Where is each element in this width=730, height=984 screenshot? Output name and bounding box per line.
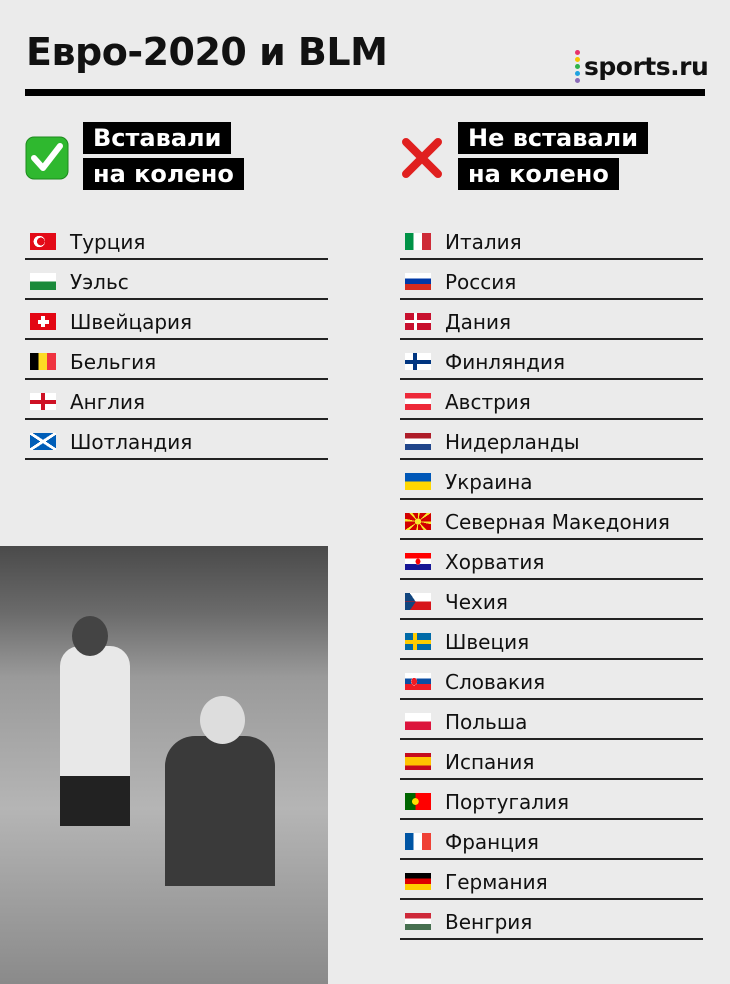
- flag-england-icon: [30, 393, 56, 410]
- flag-netherlands-icon: [405, 433, 431, 450]
- country-item: Словакия: [400, 665, 703, 700]
- country-item: Хорватия: [400, 545, 703, 580]
- not-knelt-title-line1: Не вставали: [458, 122, 649, 154]
- not-knelt-country-list: Италия Россия Дания Финляндия Австрия Нидерла…: [400, 225, 703, 945]
- logo-dots: [575, 50, 580, 83]
- country-name: Россия: [445, 269, 517, 294]
- country-item: Швеция: [400, 625, 703, 660]
- country-item: Германия: [400, 865, 703, 900]
- logo-text: sports.ru: [584, 52, 709, 81]
- flag-wales-icon: [30, 273, 56, 290]
- page-title: Евро-2020 и BLM: [26, 30, 388, 74]
- country-name: Австрия: [445, 389, 531, 414]
- flag-croatia-icon: [405, 553, 431, 570]
- country-name: Уэльс: [70, 269, 129, 294]
- logo-dot: [575, 71, 580, 76]
- flag-hungary-icon: [405, 913, 431, 930]
- country-name: Словакия: [445, 669, 546, 694]
- country-name: Венгрия: [445, 909, 533, 934]
- country-name: Украина: [445, 469, 533, 494]
- country-name: Шотландия: [70, 429, 193, 454]
- country-name: Германия: [445, 869, 548, 894]
- country-item: Португалия: [400, 785, 703, 820]
- check-mark-icon: [25, 136, 69, 180]
- divider: [25, 89, 705, 96]
- flag-spain-icon: [405, 753, 431, 770]
- country-name: Италия: [445, 229, 522, 254]
- country-name: Чехия: [445, 589, 508, 614]
- country-item: Россия: [400, 265, 703, 300]
- flag-czechia-icon: [405, 593, 431, 610]
- country-item: Бельгия: [25, 345, 328, 380]
- flag-slovakia-icon: [405, 673, 431, 690]
- country-item: Нидерланды: [400, 425, 703, 460]
- country-item: Шотландия: [25, 425, 328, 460]
- knelt-country-list: Турция Уэльс Швейцария Бельгия Англия Шотланд…: [25, 225, 328, 465]
- country-item: Финляндия: [400, 345, 703, 380]
- country-name: Хорватия: [445, 549, 545, 574]
- country-name: Северная Македония: [445, 509, 670, 534]
- country-name: Португалия: [445, 789, 570, 814]
- country-name: Бельгия: [70, 349, 157, 374]
- knelt-title-line2: на колено: [83, 158, 244, 190]
- country-item: Италия: [400, 225, 703, 260]
- country-name: Франция: [445, 829, 539, 854]
- country-item: Турция: [25, 225, 328, 260]
- flag-north-macedonia-icon: [405, 513, 431, 530]
- country-name: Испания: [445, 749, 535, 774]
- flag-switzerland-icon: [30, 313, 56, 330]
- flag-france-icon: [405, 833, 431, 850]
- country-item: Швейцария: [25, 305, 328, 340]
- flag-germany-icon: [405, 873, 431, 890]
- flag-turkey-icon: [30, 233, 56, 250]
- country-item: Уэльс: [25, 265, 328, 300]
- country-name: Финляндия: [445, 349, 566, 374]
- sports-ru-logo: sports.ru: [575, 50, 709, 83]
- not-knelt-title-line2: на колено: [458, 158, 619, 190]
- country-item: Испания: [400, 745, 703, 780]
- flag-finland-icon: [405, 353, 431, 370]
- country-item: Украина: [400, 465, 703, 500]
- flag-italy-icon: [405, 233, 431, 250]
- country-item: Венгрия: [400, 905, 703, 940]
- logo-dot: [575, 64, 580, 69]
- flag-austria-icon: [405, 393, 431, 410]
- country-name: Нидерланды: [445, 429, 580, 454]
- country-name: Дания: [445, 309, 511, 334]
- cross-mark-icon: [402, 138, 442, 178]
- country-name: Швеция: [445, 629, 530, 654]
- flag-russia-icon: [405, 273, 431, 290]
- logo-dot: [575, 57, 580, 62]
- country-name: Англия: [70, 389, 146, 414]
- country-name: Турция: [70, 229, 146, 254]
- flag-ukraine-icon: [405, 473, 431, 490]
- flag-scotland-icon: [30, 433, 56, 450]
- logo-dot: [575, 78, 580, 83]
- country-item: Англия: [25, 385, 328, 420]
- country-item: Франция: [400, 825, 703, 860]
- logo-dot: [575, 50, 580, 55]
- country-item: Польша: [400, 705, 703, 740]
- flag-sweden-icon: [405, 633, 431, 650]
- country-item: Северная Македония: [400, 505, 703, 540]
- flag-portugal-icon: [405, 793, 431, 810]
- knelt-title-line1: Вставали: [83, 122, 232, 154]
- flag-belgium-icon: [30, 353, 56, 370]
- photo-players-kneeling: [0, 546, 328, 984]
- country-name: Польша: [445, 709, 528, 734]
- flag-poland-icon: [405, 713, 431, 730]
- country-name: Швейцария: [70, 309, 193, 334]
- country-item: Австрия: [400, 385, 703, 420]
- country-item: Чехия: [400, 585, 703, 620]
- country-item: Дания: [400, 305, 703, 340]
- flag-denmark-icon: [405, 313, 431, 330]
